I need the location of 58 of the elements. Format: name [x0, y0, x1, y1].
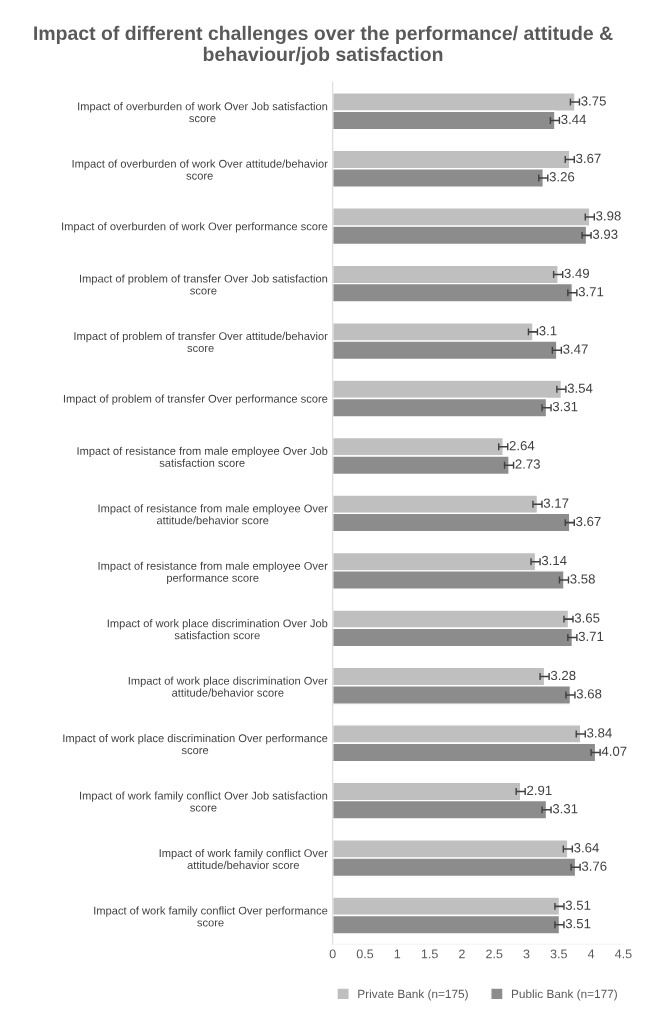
data-label: 3.26	[549, 172, 575, 182]
data-label: 3.76	[581, 861, 607, 871]
x-tick-label: 1	[394, 949, 401, 959]
y-tick-label: Impact of work family conflict Over performance score	[94, 906, 328, 927]
y-tick-label: Impact of overburden of work Over attitude/behavior score	[72, 159, 328, 180]
data-label: 3.28	[550, 670, 576, 681]
x-tick-label: 4	[587, 949, 595, 959]
data-label: 3.75	[581, 96, 606, 106]
data-label: 3.51	[565, 900, 591, 910]
y-tick-label: Impact of resistance from male employee Over Job satisfaction score	[77, 446, 328, 467]
y-tick-label: Impact of resistance from male employee Over performance score	[98, 561, 328, 584]
x-tick-label: 1.5	[421, 949, 438, 959]
data-label: 3.64	[574, 843, 599, 853]
data-label: 3.71	[578, 287, 604, 297]
data-label: 3.84	[587, 728, 612, 738]
y-tick-label: Impact of overburden of work Over performance score	[62, 222, 328, 233]
data-label: 4.07	[601, 746, 627, 756]
y-tick-label: Impact of problem of transfer Over Job satisfaction score	[80, 274, 328, 295]
data-label: 3.47	[563, 344, 588, 354]
data-label: 3.31	[552, 401, 578, 412]
legend-label: Public Bank (n=177)	[512, 989, 617, 1001]
data-label: 3.67	[576, 516, 601, 527]
y-tick-label: Impact of work place discrimination Over attitude/behavior score	[128, 676, 328, 697]
data-label: 3.1	[539, 326, 557, 336]
data-label: 3.67	[576, 153, 601, 164]
data-label: 3.44	[561, 114, 587, 125]
y-tick-label: Impact of overburden of work Over Job satisfaction score	[78, 102, 328, 123]
x-tick-label: 2	[459, 949, 465, 959]
data-label: 3.54	[567, 383, 593, 393]
data-label: 2.64	[509, 440, 535, 451]
y-tick-label: Impact of problem of transfer Over performance score	[63, 394, 328, 405]
data-label: 2.91	[527, 785, 552, 796]
legend-label: Private Bank (n=175)	[358, 989, 468, 1001]
data-label: 3.65	[574, 613, 600, 623]
data-label: 3.14	[541, 555, 567, 566]
x-tick-label: 2.5	[486, 949, 503, 959]
y-tick-label: Impact of work place discrimination Over performance score	[63, 734, 328, 755]
x-tick-label: 0	[329, 949, 336, 959]
y-tick-label: Impact of problem of transfer Over attitude/behavior score	[74, 331, 328, 352]
y-tick-label: Impact of resistance from male employee Over attitude/behavior score	[98, 504, 328, 525]
x-tick-label: 4.5	[614, 949, 632, 959]
data-label: 3.71	[578, 631, 604, 642]
x-tick-label: 3.5	[550, 949, 567, 959]
data-label: 3.98	[596, 211, 621, 221]
data-label: 3.49	[564, 268, 590, 278]
x-tick-label: 0.5	[356, 949, 374, 959]
data-label: 3.68	[576, 689, 602, 699]
data-label: 2.73	[515, 459, 540, 469]
x-tick-label: 3	[523, 949, 530, 959]
data-label: 3.17	[543, 498, 569, 508]
data-label: 3.31	[552, 804, 578, 814]
data-label: 3.93	[592, 229, 618, 239]
y-tick-label: Impact of work family conflict Over attitude/behavior score	[159, 848, 328, 870]
data-label: 3.58	[570, 574, 595, 584]
y-tick-label: Impact of work family conflict Over Job satisfaction score	[80, 791, 328, 812]
chart-title: Impact of different challenges over the performance/ attitude & behaviour/job satisfaction	[34, 25, 613, 65]
data-label: 3.51	[565, 918, 591, 929]
y-tick-label: Impact of work place discrimination Over Job satisfaction score	[107, 619, 328, 640]
